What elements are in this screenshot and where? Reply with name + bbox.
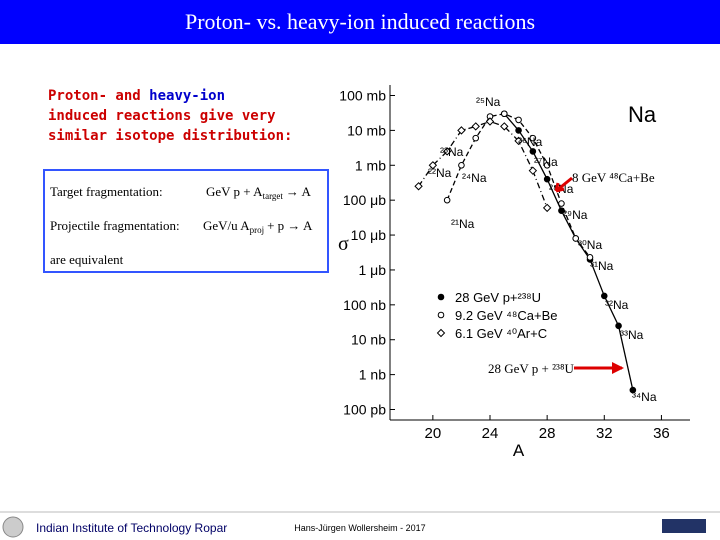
data-point — [457, 126, 466, 135]
data-point — [515, 127, 522, 134]
data-point — [500, 122, 509, 131]
iit-logo — [2, 516, 24, 538]
series-line — [418, 120, 548, 209]
x-tick-label: 24 — [482, 425, 499, 442]
subscript: target — [263, 191, 284, 201]
legend-marker — [437, 311, 445, 319]
box-note: are equivalent — [50, 252, 124, 267]
intro-line: Proton- and heavy-ion — [48, 88, 225, 104]
reaction-part: GeV p + A — [206, 184, 263, 199]
y-tick-label: 100 nb — [343, 297, 386, 313]
isotope-label: ³⁴Na — [632, 390, 657, 404]
footer-author: Hans-Jürgen Wollersheim - 2017 — [294, 523, 425, 533]
reaction: GeV/u Aproj + p → A — [203, 218, 313, 235]
annotation: 8 GeV ⁴⁸Ca+Be — [572, 170, 655, 185]
annotation: 28 GeV p + ²³⁸U — [488, 361, 574, 376]
isotope-label: ³³Na — [620, 328, 644, 342]
x-axis-label: A — [513, 441, 525, 460]
isotope-label: ²⁷Na — [534, 155, 558, 169]
data-point — [528, 166, 538, 175]
data-point — [471, 122, 480, 131]
data-point — [629, 386, 637, 394]
data-point — [543, 161, 551, 169]
reaction: GeV p + Atarget → A — [206, 184, 311, 201]
element-label: Na — [628, 102, 657, 127]
legend-label: 6.1 GeV ⁴⁰Ar+C — [455, 326, 547, 341]
data-point — [586, 254, 594, 261]
y-tick-label: 1 μb — [358, 262, 386, 278]
y-axis-label: σ — [338, 233, 349, 255]
intro-highlight: heavy-ion — [149, 88, 225, 104]
data-point — [458, 161, 465, 169]
data-point — [615, 322, 622, 330]
x-tick-label: 20 — [425, 425, 442, 442]
data-point — [500, 110, 508, 118]
row-label: Target fragmentation: — [50, 184, 163, 199]
x-tick-label: 36 — [653, 425, 670, 442]
isotope-label: ²⁵Na — [476, 95, 501, 109]
intro-text: Proton- and — [48, 88, 141, 104]
data-point — [514, 136, 523, 146]
isotope-label: ²⁴Na — [462, 171, 487, 185]
isotope-label: ³¹Na — [590, 259, 614, 273]
data-point — [414, 182, 423, 191]
y-tick-label: 100 μb — [343, 192, 386, 208]
data-point — [543, 175, 551, 183]
y-tick-label: 1 nb — [359, 367, 386, 383]
header-bar — [0, 0, 720, 44]
legend-marker — [436, 328, 446, 338]
data-point — [428, 161, 438, 170]
intro-line: similar isotope distribution: — [48, 128, 292, 144]
reaction-part: GeV/u A — [203, 218, 250, 233]
isotope-label: ²¹Na — [451, 217, 475, 231]
gsi-logo — [662, 519, 706, 533]
legend-marker — [437, 293, 445, 301]
y-tick-label: 10 nb — [351, 332, 386, 348]
row-label: Projectile fragmentation: — [50, 218, 180, 233]
data-point — [529, 148, 537, 155]
chart: 100 mb 10 mb 1 mb 100 μb 10 μb 1 μb 100 nb 10 n… — [338, 85, 690, 460]
data-point — [472, 134, 480, 142]
data-point — [443, 196, 451, 204]
x-tick-label: 32 — [596, 425, 613, 442]
data-point — [558, 200, 565, 207]
data-point — [572, 235, 580, 242]
data-point — [442, 147, 452, 156]
y-tick-label: 100 pb — [343, 401, 386, 417]
isotope-label: ³⁰Na — [578, 238, 602, 252]
data-point — [485, 117, 495, 126]
isotope-label: ²⁹Na — [563, 208, 588, 222]
annotation-arrow — [554, 176, 573, 193]
legend-label: 9.2 GeV ⁴⁸Ca+Be — [455, 308, 558, 323]
subscript: proj — [250, 225, 265, 235]
footer-institute: Indian Institute of Technology Ropar — [36, 521, 227, 535]
reaction-part: → A — [286, 184, 312, 199]
annotation-arrowhead — [612, 362, 624, 374]
data-point — [529, 134, 537, 142]
intro-line: induced reactions give very — [48, 108, 276, 124]
reaction-part: + p → A — [267, 218, 313, 233]
equivalence-box — [43, 169, 329, 273]
y-tick-label: 10 μb — [351, 227, 387, 243]
data-point — [515, 116, 522, 124]
series-line — [503, 113, 634, 391]
isotope-label: ²²Na — [428, 166, 452, 180]
data-point — [600, 292, 608, 300]
isotope-label: ²³Na — [440, 145, 464, 159]
slide-title: Proton- vs. heavy-ion induced reactions — [185, 9, 535, 34]
isotope-label: ³²Na — [605, 298, 629, 312]
y-tick-label: 100 mb — [339, 88, 386, 104]
y-tick-label: 10 mb — [347, 122, 386, 138]
data-point — [542, 203, 552, 213]
y-tick-label: 1 mb — [355, 157, 386, 173]
isotope-label: ²⁶Na — [518, 135, 543, 149]
legend-label: 28 GeV p+²³⁸U — [455, 290, 541, 305]
x-tick-label: 28 — [539, 425, 556, 442]
